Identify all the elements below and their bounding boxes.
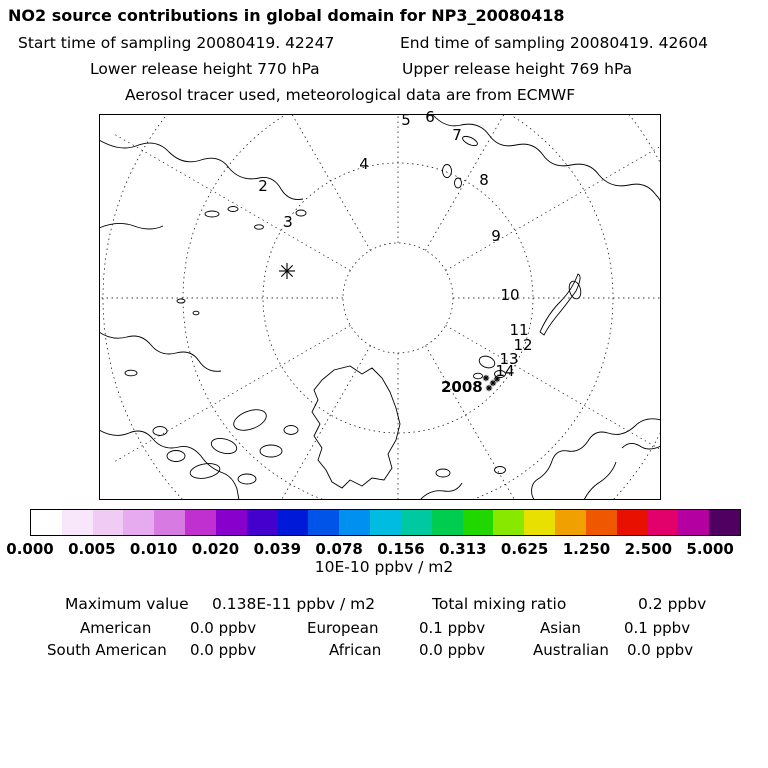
colorbar-segment (370, 510, 401, 535)
meridian-line (112, 132, 351, 271)
upper-release-label: Upper release height 769 hPa (402, 60, 633, 78)
colorbar-segment (246, 510, 278, 535)
meridian-line (445, 145, 661, 271)
colorbar-tick: 0.625 (500, 540, 549, 558)
trajectory-year-label: 2008 (441, 378, 483, 396)
end-time-label: End time of sampling 20080419. 42604 (400, 34, 708, 52)
colorbar-segment (154, 510, 186, 535)
colorbar-segment (339, 510, 371, 535)
region-value-american: 0.0 ppbv (190, 619, 257, 637)
coastlines (99, 114, 661, 500)
trajectory-point-label: 11 (509, 321, 528, 339)
page-title: NO2 source contributions in global domai… (8, 6, 565, 25)
trajectory-point-label: 5 (401, 111, 411, 129)
trajectory-point-label: 6 (425, 108, 435, 126)
latitude-circle (262, 162, 534, 434)
colorbar (30, 509, 741, 536)
region-label-asian: Asian (540, 619, 581, 637)
colorbar-tick: 0.039 (253, 540, 302, 558)
colorbar-segment (585, 510, 617, 535)
graticule-grid (99, 114, 661, 500)
colorbar-units-label: 10E-10 ppbv / m2 (314, 558, 454, 576)
colorbar-segment (462, 510, 494, 535)
meridian-line (280, 345, 371, 500)
colorbar-tick: 0.000 (6, 540, 54, 558)
region-label-south-american: South American (47, 641, 167, 659)
region-value-african: 0.0 ppbv (419, 641, 486, 659)
region-value-australian: 0.0 ppbv (627, 641, 694, 659)
trajectory-point-label: 4 (359, 155, 369, 173)
colorbar-segment (555, 510, 586, 535)
colorbar-segment (647, 510, 679, 535)
colorbar-segment (31, 510, 62, 535)
map-frame (99, 114, 661, 500)
region-label-american: American (80, 619, 152, 637)
maximum-value: 0.138E-11 ppbv / m2 (212, 595, 376, 613)
colorbar-segment (123, 510, 155, 535)
colorbar-segment (709, 510, 741, 535)
trajectory-point-label: 3 (283, 213, 293, 231)
colorbar-tick: 1.250 (562, 540, 611, 558)
trajectory-cluster-marker (482, 374, 490, 382)
meridian-line (445, 325, 661, 451)
colorbar-segment (524, 510, 556, 535)
trajectory-point-label: 10 (500, 286, 519, 304)
colorbar-tick: 2.500 (624, 540, 673, 558)
meridian-line (425, 114, 505, 251)
total-mixing-ratio-label: Total mixing ratio (432, 595, 567, 613)
colorbar-segment (616, 510, 648, 535)
release-location-marker (279, 263, 295, 279)
colorbar-tick: 0.313 (439, 540, 487, 558)
trajectory-point-label: 2 (258, 177, 268, 195)
colorbar-tick: 5.000 (686, 540, 734, 558)
colorbar-segment (493, 510, 525, 535)
region-label-australian: Australian (533, 641, 609, 659)
tracer-note-label: Aerosol tracer used, meteorological data… (125, 86, 576, 104)
meridian-line (291, 114, 371, 251)
trajectory-point-label: 12 (513, 336, 532, 354)
region-label-african: African (329, 641, 382, 659)
colorbar-tick: 0.020 (191, 540, 240, 558)
colorbar-segment (678, 510, 710, 535)
colorbar-ticks: 0.000 0.005 0.010 0.020 0.039 0.078 0.156 0.313… (0, 540, 768, 560)
colorbar-segment (61, 510, 93, 535)
trajectory-point-label: 9 (491, 227, 501, 245)
lower-release-label: Lower release height 770 hPa (90, 60, 320, 78)
trajectory-point-label: 8 (479, 171, 489, 189)
start-time-label: Start time of sampling 20080419. 42247 (18, 34, 335, 52)
trajectory-cluster-marker (485, 384, 493, 392)
region-value-south-american: 0.0 ppbv (190, 641, 257, 659)
colorbar-tick: 0.005 (68, 540, 116, 558)
region-value-european: 0.1 ppbv (419, 619, 486, 637)
trajectory-point-label: 7 (452, 126, 462, 144)
meridian-line (112, 325, 351, 464)
colorbar-segment (185, 510, 216, 535)
colorbar-segment (400, 510, 432, 535)
colorbar-segment (277, 510, 309, 535)
trajectory-cluster-marker (493, 375, 501, 383)
trajectory-point-label: 14 (495, 362, 514, 380)
total-mixing-ratio-value: 0.2 ppbv (638, 595, 707, 613)
trajectory-cluster-marker (489, 379, 497, 387)
colorbar-tick: 0.156 (377, 540, 425, 558)
colorbar-tick: 0.010 (129, 540, 178, 558)
colorbar-segment (92, 510, 124, 535)
latitude-circle (342, 242, 454, 354)
trajectory-point-label: 13 (499, 350, 518, 368)
colorbar-segment (308, 510, 340, 535)
maximum-value-label: Maximum value (65, 595, 189, 613)
region-label-european: European (307, 619, 379, 637)
colorbar-tick: 0.078 (315, 540, 363, 558)
colorbar-segment (215, 510, 247, 535)
region-value-asian: 0.1 ppbv (624, 619, 691, 637)
colorbar-segment (431, 510, 463, 535)
meridian-line (425, 345, 516, 500)
